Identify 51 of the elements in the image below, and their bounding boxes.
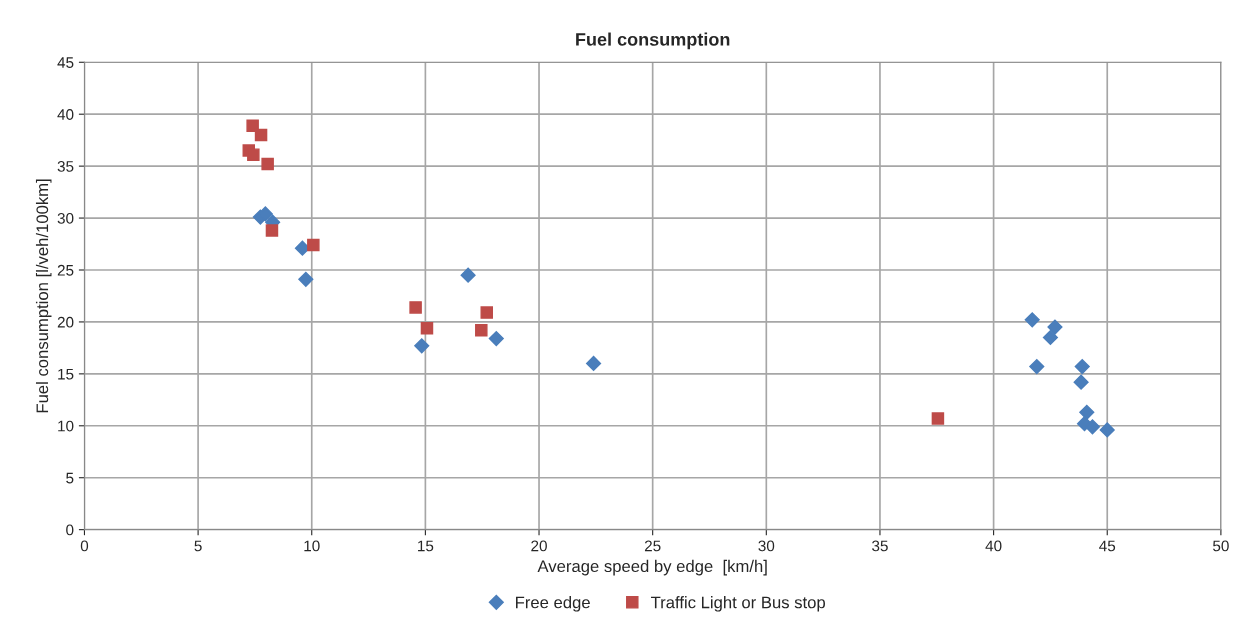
y-tick-label: 25 (57, 264, 74, 276)
point (586, 355, 602, 372)
x-tick-label: 50 (1213, 540, 1229, 552)
point (420, 321, 434, 335)
point (261, 157, 274, 171)
x-tick-label: 10 (304, 540, 320, 552)
point (488, 330, 504, 347)
x-tick-label: 15 (418, 540, 434, 552)
point (307, 238, 320, 252)
point (1079, 404, 1095, 420)
x-tick-label: 5 (194, 540, 202, 552)
point (1099, 422, 1115, 438)
point (254, 128, 268, 142)
point (480, 306, 494, 319)
point (414, 338, 430, 354)
point (1029, 359, 1045, 375)
y-tick-label: 30 (57, 212, 74, 224)
x-tick-label: 25 (644, 540, 661, 552)
x-tick-label: 30 (758, 540, 775, 552)
point (1073, 374, 1089, 390)
point (1024, 312, 1040, 328)
point (460, 267, 476, 283)
point (1047, 319, 1063, 335)
point (246, 119, 259, 132)
x-tick-label: 45 (1099, 540, 1116, 552)
y-tick-label: 20 (57, 316, 74, 328)
point (475, 323, 488, 337)
y-tick-label: 0 (66, 524, 74, 536)
point (298, 271, 314, 287)
y-tick-label: 45 (57, 57, 74, 68)
x-axis-title: Average speed by edge [km/h] (537, 559, 767, 576)
y-tick-label: 15 (58, 368, 74, 380)
point (265, 224, 279, 237)
legend-label: Free edge (516, 596, 590, 612)
y-tick-label: 5 (66, 472, 74, 484)
legend-label: Traffic Light or Bus stop (650, 596, 825, 612)
x-tick-label: 40 (985, 540, 1002, 552)
point (247, 148, 260, 161)
x-tick-label: 20 (531, 540, 547, 552)
point (1042, 329, 1058, 346)
point (294, 240, 310, 256)
chart-title: Fuel consumption (576, 32, 730, 50)
point (1074, 359, 1090, 375)
y-tick-label: 40 (57, 109, 74, 120)
x-tick-label: 35 (872, 540, 888, 552)
y-tick-label: 10 (58, 420, 74, 432)
x-tick-label: 0 (80, 540, 89, 552)
point (409, 301, 422, 314)
point (931, 412, 945, 425)
y-tick-label: 35 (57, 161, 74, 172)
y-axis-title: Fuel consumption [l/veh/100km] (35, 179, 52, 413)
